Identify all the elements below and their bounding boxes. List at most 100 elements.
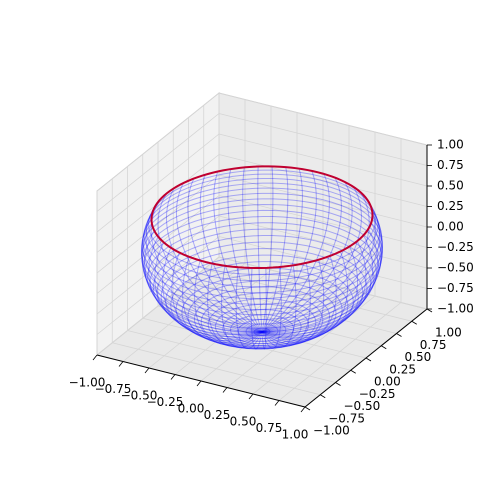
meridian xyxy=(221,265,263,349)
parallel xyxy=(156,241,368,340)
tick-mark xyxy=(118,361,124,367)
grid-line xyxy=(112,342,321,396)
meridian xyxy=(261,177,342,333)
x-tick-label: 0.00 xyxy=(178,402,205,416)
x-tick-label: −0.50 xyxy=(121,389,158,403)
z-tick-label: −0.50 xyxy=(437,261,474,275)
tick-mark xyxy=(365,357,372,362)
grid-line xyxy=(157,305,367,359)
parallel xyxy=(140,192,384,305)
meridian xyxy=(261,167,289,333)
parallel xyxy=(165,254,359,345)
grid-line xyxy=(142,317,351,371)
grid-line xyxy=(218,133,428,187)
meridian xyxy=(261,246,359,339)
meridian xyxy=(261,267,267,350)
y-tick-label: 0.50 xyxy=(405,350,432,364)
grid-line xyxy=(173,293,382,347)
parallel xyxy=(237,318,287,342)
meridian xyxy=(145,205,263,333)
parallel xyxy=(230,314,294,345)
tick-mark xyxy=(248,393,254,400)
meridian xyxy=(261,166,274,333)
parallel xyxy=(222,309,302,347)
meridian xyxy=(261,168,303,333)
tick-mark xyxy=(92,354,98,361)
meridian xyxy=(165,187,263,333)
grid-line xyxy=(218,195,428,248)
x-tick-label: 1.00 xyxy=(282,428,309,442)
grid-line xyxy=(96,236,220,335)
grid-line xyxy=(96,113,220,212)
z-tick-label: 1.00 xyxy=(437,138,464,152)
tick-mark xyxy=(396,333,402,337)
x-tick-label: 0.75 xyxy=(256,421,283,435)
parallel xyxy=(200,292,324,350)
parallel xyxy=(245,323,279,340)
parallel xyxy=(253,327,271,336)
meridian xyxy=(207,263,263,347)
z-tick-label: −1.00 xyxy=(437,302,474,316)
y-tick-label: −0.75 xyxy=(328,411,365,425)
y-tick-label: 0.75 xyxy=(420,338,447,352)
meridian xyxy=(261,240,367,337)
parallel xyxy=(181,273,343,349)
grid-line xyxy=(96,195,220,294)
meridian xyxy=(227,168,263,333)
tick-mark xyxy=(304,406,311,411)
parallel xyxy=(152,235,372,336)
meridian xyxy=(141,224,263,333)
meridian xyxy=(235,267,263,350)
meridian xyxy=(143,230,263,334)
meridian xyxy=(257,166,263,333)
meridian xyxy=(261,181,353,333)
tick-mark xyxy=(274,400,280,406)
y-tick-label: 0.25 xyxy=(389,362,416,376)
meridian xyxy=(261,216,384,333)
x-tick-label: −1.00 xyxy=(69,376,106,390)
y-tick-label: −1.00 xyxy=(313,424,350,438)
parallel xyxy=(141,187,383,300)
grid-line xyxy=(218,174,428,228)
parallel xyxy=(193,286,331,350)
meridian xyxy=(261,222,382,333)
z-tick-label: 0.25 xyxy=(437,199,464,213)
meridian xyxy=(157,193,263,333)
parallel xyxy=(187,280,337,350)
y-tick-label: −0.50 xyxy=(344,399,381,413)
parallel xyxy=(145,173,379,282)
grid-line xyxy=(218,256,428,310)
meridian xyxy=(140,217,263,333)
grid-line xyxy=(188,281,397,334)
meridian xyxy=(261,259,325,345)
parallel xyxy=(148,169,376,275)
parallel xyxy=(207,298,317,349)
meridian xyxy=(142,211,263,333)
meridian xyxy=(261,209,383,333)
parallel xyxy=(160,248,364,342)
tick-mark xyxy=(335,382,341,386)
parallel xyxy=(142,182,382,294)
grid-line xyxy=(218,113,428,166)
meridian xyxy=(261,186,362,333)
y-tick-label: −0.25 xyxy=(359,387,396,401)
grid-line xyxy=(203,268,412,322)
meridian xyxy=(261,265,297,348)
x-tick-label: −0.25 xyxy=(147,395,184,409)
grid-line xyxy=(127,330,336,383)
y-tick-label: 0.00 xyxy=(374,375,401,389)
y-tick-label: 1.00 xyxy=(435,326,462,340)
meridian xyxy=(242,167,263,333)
meridian xyxy=(261,170,317,333)
parallel xyxy=(214,303,310,348)
z-tick-label: 0.50 xyxy=(437,179,464,193)
meridian xyxy=(154,242,263,337)
grid-line xyxy=(96,174,220,274)
z-tick-label: −0.25 xyxy=(437,240,474,254)
axis-line xyxy=(96,354,306,408)
x-tick-label: 0.50 xyxy=(230,415,257,429)
meridian xyxy=(261,255,337,343)
z-tick-label: 0.00 xyxy=(437,220,464,234)
meridian xyxy=(175,182,263,333)
